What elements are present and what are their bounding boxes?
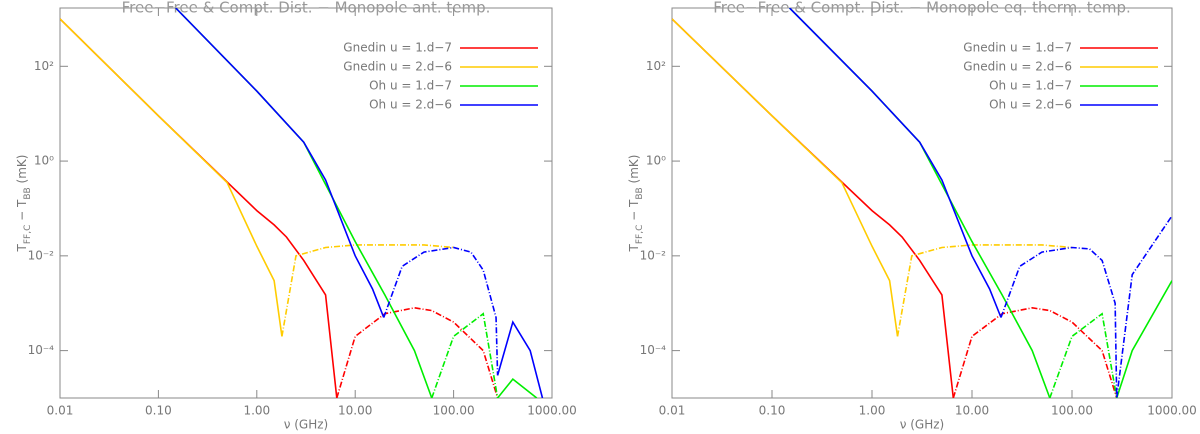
solid-line xyxy=(672,18,955,398)
plot-frame xyxy=(59,7,553,399)
x-tick-label: 10.00 xyxy=(955,404,989,418)
y-tick-label: 10² xyxy=(34,59,54,73)
y-tick-label: 10² xyxy=(646,59,666,73)
y-label-part: − T xyxy=(627,199,641,225)
solid-line xyxy=(175,8,544,398)
dash-dot-line xyxy=(1049,312,1118,398)
y-axis-label: TFF,C − TBB (mK) xyxy=(627,155,645,253)
x-tick-label: 10.00 xyxy=(338,404,372,418)
y-label-part: T xyxy=(627,243,641,252)
x-axis-label: ν (GHz) xyxy=(900,418,945,432)
legend-label: Gnedin u = 2.d−6 xyxy=(963,60,1072,74)
legend-label: Oh u = 2.d−6 xyxy=(369,98,452,112)
dash-dot-line xyxy=(382,246,499,376)
panel: Free−Free & Compt. Dist. − Monopole ant.… xyxy=(15,0,577,432)
y-label-part: BB xyxy=(635,187,645,199)
y-label-part: FF,C xyxy=(635,225,645,245)
y-axis-label: TFF,C − TBB (mK) xyxy=(15,155,33,253)
solid-line xyxy=(672,18,899,337)
y-label-part: (mK) xyxy=(15,155,29,188)
x-tick-label: 1.00 xyxy=(243,404,270,418)
y-tick-label: 10⁻⁴ xyxy=(28,343,55,357)
dash-dot-line xyxy=(896,244,1073,337)
x-tick-label: 0.10 xyxy=(145,404,172,418)
legend-label: Gnedin u = 1.d−7 xyxy=(963,41,1072,55)
x-tick-label: 1.00 xyxy=(859,404,886,418)
y-label-part: − T xyxy=(15,199,29,225)
legend-label: Gnedin u = 2.d−6 xyxy=(343,60,452,74)
x-tick-label: 0.01 xyxy=(659,404,686,418)
legend-label: Oh u = 1.d−7 xyxy=(989,79,1072,93)
dash-dot-line xyxy=(1000,215,1172,398)
dash-dot-line xyxy=(281,244,454,337)
plot-frame xyxy=(671,7,1173,399)
x-tick-label: 100.00 xyxy=(1051,404,1093,418)
y-tick-label: 10⁻⁴ xyxy=(640,343,667,357)
solid-line xyxy=(60,18,338,398)
x-tick-label: 1000.00 xyxy=(1147,404,1197,418)
x-tick-label: 0.01 xyxy=(47,404,74,418)
y-label-part: (mK) xyxy=(627,155,641,188)
y-label-part: FF,C xyxy=(23,225,33,245)
dash-dot-line xyxy=(336,307,499,398)
legend-label: Oh u = 2.d−6 xyxy=(989,98,1072,112)
x-axis-label: ν (GHz) xyxy=(284,418,329,432)
solid-line xyxy=(60,18,283,337)
x-tick-label: 1000.00 xyxy=(527,404,577,418)
dash-dot-line xyxy=(952,307,1118,398)
x-tick-label: 100.00 xyxy=(433,404,475,418)
chart-title: Free−Free & Compt. Dist. − Monopole eq. … xyxy=(713,0,1131,17)
panel: Free−Free & Compt. Dist. − Monopole eq. … xyxy=(627,0,1197,432)
legend-label: Oh u = 1.d−7 xyxy=(369,79,452,93)
legend-label: Gnedin u = 1.d−7 xyxy=(343,41,452,55)
x-tick-label: 0.10 xyxy=(759,404,786,418)
y-tick-label: 10⁻² xyxy=(640,248,667,262)
y-tick-label: 10⁻² xyxy=(28,248,55,262)
y-label-part: T xyxy=(15,243,29,252)
solid-line xyxy=(789,8,1002,318)
y-tick-label: 10⁰ xyxy=(646,154,666,168)
chart-title: Free−Free & Compt. Dist. − Monopole ant.… xyxy=(122,0,491,17)
dash-dot-line xyxy=(431,312,499,398)
y-label-part: BB xyxy=(23,187,33,199)
y-tick-label: 10⁰ xyxy=(34,154,54,168)
